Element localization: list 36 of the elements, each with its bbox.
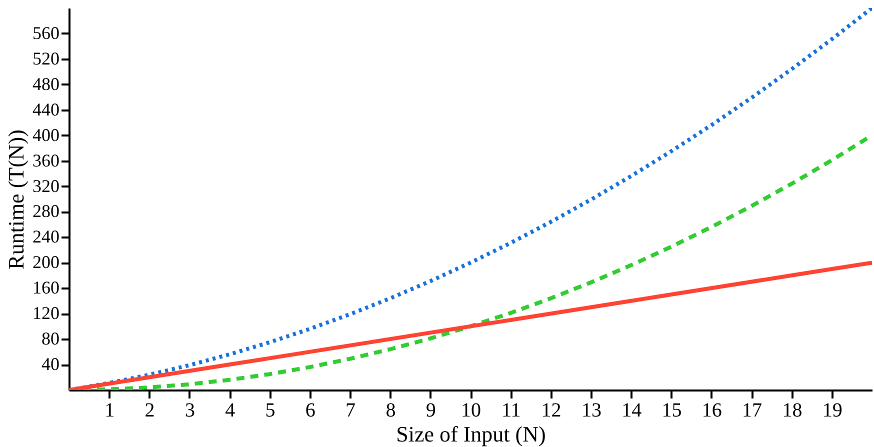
y-tick-label: 160 (32, 278, 60, 298)
x-tick-label: 2 (144, 400, 155, 422)
x-tick-label: 3 (184, 400, 195, 422)
y-tick-label: 360 (32, 150, 60, 170)
y-tick-label: 560 (32, 22, 60, 43)
line-series (69, 8, 872, 390)
x-tick-label: 8 (386, 400, 396, 422)
x-tick-label: 19 (822, 400, 842, 422)
y-tick-label: 280 (32, 201, 60, 222)
x-axis-title: Size of Input (N) (396, 422, 546, 446)
x-tick-label: 4 (225, 400, 236, 422)
y-tick-label: 120 (32, 303, 60, 324)
x-tick-label: 6 (305, 400, 316, 422)
y-tick-label: 480 (32, 74, 60, 94)
x-tick-label: 16 (702, 400, 722, 422)
x-tick-label: 17 (742, 400, 762, 422)
x-tick-label: 15 (662, 400, 682, 422)
y-tick-label: 200 (32, 252, 60, 272)
x-tick-label: 14 (622, 400, 642, 422)
x-tick-label: 12 (541, 400, 562, 422)
x-tick-label: 7 (346, 400, 356, 422)
x-tick-label: 9 (426, 400, 436, 422)
y-tick-label: 40 (42, 354, 60, 374)
y-tick-label: 240 (32, 226, 60, 247)
x-tick-label: 11 (502, 400, 521, 422)
y-tick-label: 320 (32, 176, 60, 196)
y-tick-label: 520 (32, 48, 60, 68)
y-tick-label: 400 (32, 124, 60, 145)
y-axis-title: Runtime (T(N)) (4, 130, 28, 270)
x-tick-label: 13 (581, 400, 602, 422)
y-tick-label: 440 (32, 99, 60, 120)
x-tick-label: 18 (782, 400, 802, 422)
y-tick-label: 80 (42, 328, 60, 349)
x-tick-label: 5 (265, 400, 276, 422)
x-tick-label: 10 (461, 400, 481, 422)
x-tick-label: 1 (104, 400, 115, 422)
